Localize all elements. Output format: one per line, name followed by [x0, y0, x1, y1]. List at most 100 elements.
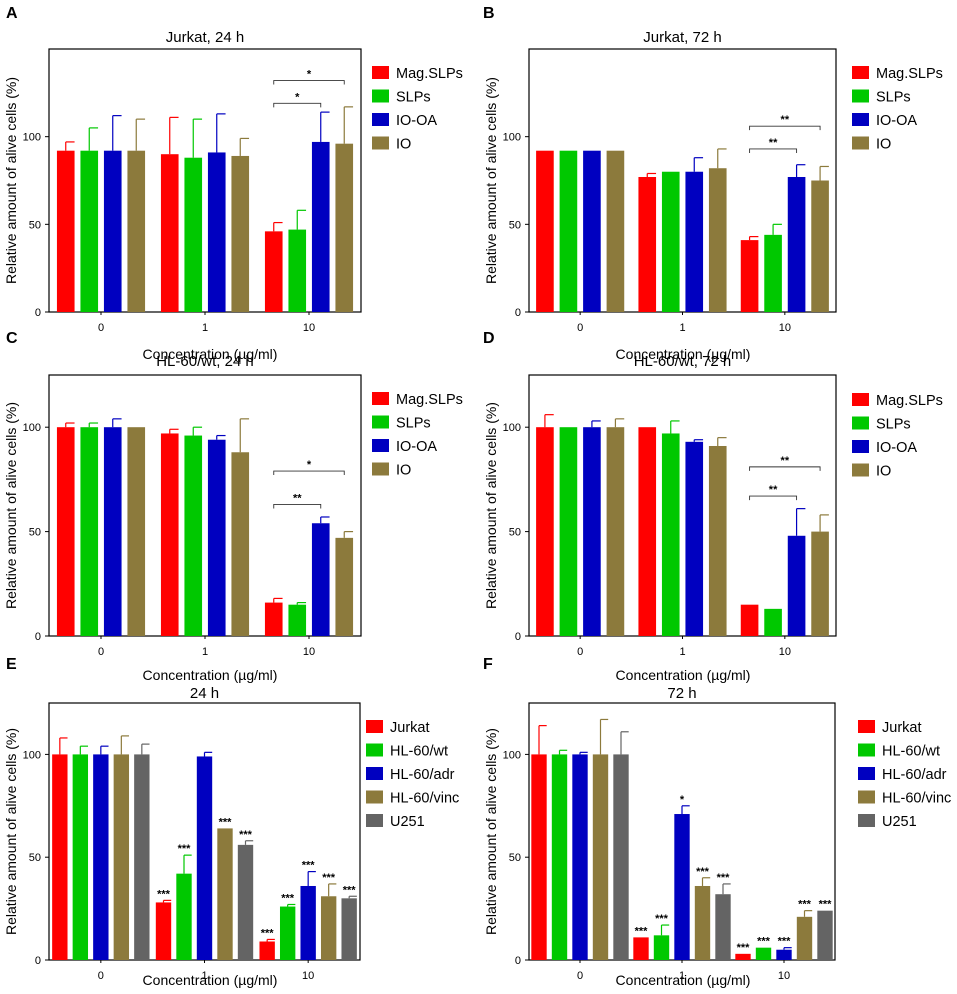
legend-swatch — [858, 720, 875, 733]
comparison-bracket — [749, 148, 798, 153]
y-tick-label: 0 — [515, 631, 521, 643]
comparison-bracket — [273, 102, 322, 108]
legend-swatch — [372, 415, 389, 429]
bar — [207, 439, 226, 636]
chart-title: 24 h — [190, 685, 219, 702]
y-axis-label: Relative amount of alive cells (%) — [3, 402, 19, 609]
chart-title: 72 h — [667, 685, 696, 702]
y-tick-label: 0 — [35, 955, 41, 967]
bar — [217, 828, 233, 960]
panel-b: B Jurkat, 72 h 0 50 100 0 1 10 **** Concentration… — [483, 5, 943, 362]
bar — [787, 176, 806, 312]
legend: Jurkat HL-60/wt HL-60/adr HL-60/vinc U251 — [858, 720, 951, 830]
legend-label: Mag.SLPs — [876, 393, 943, 409]
legend-swatch — [858, 743, 875, 757]
chart-title: HL-60/wt, 24 h — [156, 353, 254, 370]
bar — [259, 941, 275, 960]
bar — [56, 150, 75, 312]
bar — [572, 754, 588, 960]
y-axis-label: Relative amount of alive cells (%) — [3, 728, 19, 935]
bar — [638, 427, 657, 636]
y-tick-label: 100 — [23, 422, 41, 434]
bar — [764, 608, 782, 636]
legend-label: Mag.SLPs — [876, 66, 943, 82]
legend-swatch — [366, 767, 383, 780]
bar — [80, 150, 99, 312]
bar — [207, 152, 226, 312]
chart-title: HL-60/wt, 72 h — [634, 353, 732, 370]
bar — [740, 240, 759, 312]
x-axis-label: Concentration (µg/ml) — [616, 972, 751, 988]
x-axis-label: Concentration (µg/ml) — [616, 667, 751, 683]
legend-label: HL-60/adr — [882, 767, 947, 783]
bar — [341, 898, 357, 960]
x-axis-label: Concentration (µg/ml) — [616, 346, 751, 362]
legend-label: Mag.SLPs — [396, 392, 463, 408]
bar — [685, 171, 704, 312]
x-tick-label: 0 — [577, 646, 583, 658]
bar — [52, 754, 68, 960]
panel-letter: E — [6, 656, 17, 673]
bar — [811, 531, 829, 636]
bar — [155, 902, 172, 960]
legend-label: SLPs — [396, 90, 431, 106]
significance-label: *** — [798, 899, 812, 911]
legend-label: IO-OA — [876, 440, 917, 456]
y-tick-label: 100 — [503, 132, 521, 144]
y-axis-label: Relative amount of alive cells (%) — [483, 77, 499, 284]
bar — [231, 155, 250, 312]
significance-label: * — [680, 794, 685, 806]
panel-a: A Jurkat, 24 h 0 50 100 0 1 10 * * Concentration (… — [3, 5, 463, 362]
bar — [93, 754, 109, 960]
legend-swatch — [852, 89, 869, 103]
x-tick-label: 0 — [577, 970, 583, 982]
bar — [264, 231, 283, 312]
x-tick-label: 0 — [577, 322, 583, 334]
x-tick-label: 0 — [98, 322, 104, 334]
comparison-label: ** — [781, 114, 790, 126]
significance-label: *** — [322, 872, 336, 884]
x-tick-label: 1 — [679, 646, 685, 658]
x-tick-label: 1 — [202, 322, 208, 334]
legend-label: U251 — [390, 814, 425, 830]
bar — [531, 754, 547, 960]
comparison-label: * — [295, 91, 300, 103]
bar — [592, 754, 609, 960]
chart-title: Jurkat, 24 h — [166, 29, 244, 46]
significance-label: *** — [343, 884, 357, 896]
comparison-label: * — [307, 69, 312, 81]
significance-label: *** — [778, 936, 792, 948]
legend-swatch — [366, 720, 383, 733]
legend-swatch — [852, 463, 869, 477]
bar — [288, 604, 307, 636]
bar — [606, 150, 625, 312]
bar — [536, 150, 554, 312]
bar — [536, 427, 554, 636]
comparison-bracket — [273, 504, 322, 509]
significance-label: *** — [757, 936, 771, 948]
x-tick-label: 10 — [778, 970, 790, 982]
bar — [740, 604, 759, 636]
legend-label: HL-60/wt — [882, 744, 940, 760]
legend-swatch — [852, 66, 869, 79]
legend-label: HL-60/adr — [390, 767, 455, 783]
bar — [735, 953, 751, 960]
legend-swatch — [858, 814, 875, 827]
significance-label: *** — [178, 843, 192, 855]
bar — [755, 947, 772, 960]
legend-label: HL-60/vinc — [390, 791, 459, 807]
panel-letter: B — [483, 5, 495, 22]
legend-swatch — [372, 89, 389, 103]
bar — [776, 949, 792, 960]
legend-label: Jurkat — [882, 720, 922, 736]
bar — [551, 754, 568, 960]
bar — [715, 894, 731, 960]
comparison-bracket — [749, 125, 821, 131]
comparison-bracket — [273, 470, 345, 476]
bar — [764, 234, 782, 312]
bar — [606, 427, 625, 636]
legend-label: U251 — [882, 814, 917, 830]
legend-label: Jurkat — [390, 720, 430, 736]
legend-label: IO-OA — [396, 113, 437, 129]
